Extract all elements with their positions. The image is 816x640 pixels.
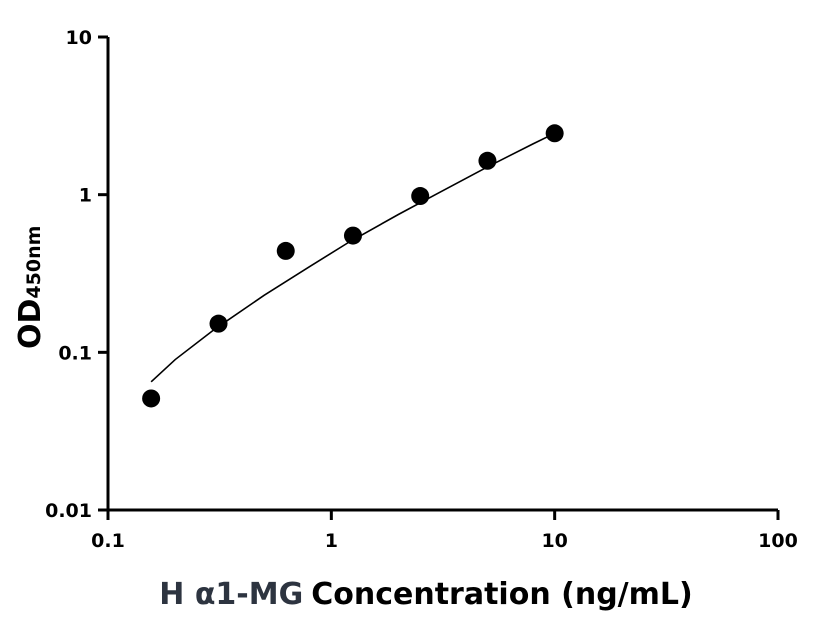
fit-curve — [150, 132, 556, 383]
data-point — [276, 241, 295, 260]
axes — [106, 37, 778, 512]
y-axis-label-subscript: 450nm — [23, 226, 45, 299]
y-axis-label: OD450nm — [13, 226, 48, 349]
y-tick-label: 1 — [79, 185, 92, 207]
ticks: 0.1 1 10 100 0.01 0.1 1 10 — [45, 27, 798, 552]
y-tick-label: 10 — [66, 27, 92, 49]
x-tick-label: 10 — [541, 530, 567, 552]
x-tick-label: 1 — [325, 530, 338, 552]
data-point — [545, 124, 564, 143]
data-points — [142, 124, 564, 408]
x-tick-label: 0.1 — [91, 530, 125, 552]
data-point — [411, 187, 430, 206]
data-point — [209, 314, 228, 333]
data-point — [343, 226, 362, 245]
y-tick-label: 0.01 — [45, 500, 92, 522]
x-axis-label: H α1-MG Concentration (ng/mL) — [159, 577, 692, 612]
fit-curve-group — [150, 132, 556, 383]
data-point — [142, 389, 161, 408]
x-axis-label-main: Concentration (ng/mL) — [311, 577, 692, 612]
y-axis-label-main: OD — [13, 299, 48, 349]
data-point — [478, 151, 497, 170]
x-tick-label: 100 — [758, 530, 798, 552]
x-axis-label-prefix: H α1-MG — [159, 577, 303, 612]
y-tick-label: 0.1 — [58, 342, 92, 364]
